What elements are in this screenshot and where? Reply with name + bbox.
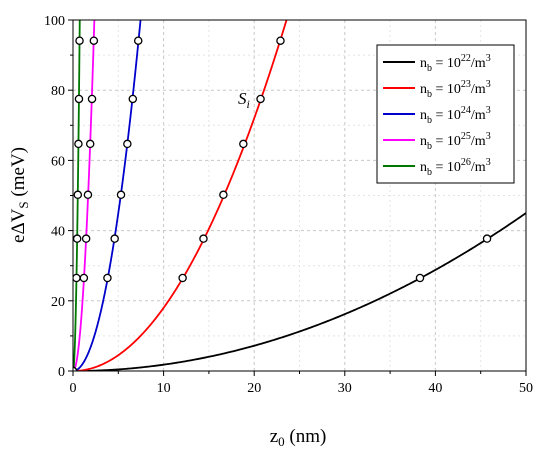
- legend-label: nb = 1024/m3: [420, 105, 491, 126]
- data-point-series-2: [276, 36, 285, 45]
- gridlines: [72, 19, 527, 372]
- curve-annotation: Si: [238, 89, 250, 111]
- legend-label: nb = 1023/m3: [420, 79, 491, 100]
- legend-label: nb = 1025/m3: [420, 131, 491, 152]
- data-point-series-5: [74, 94, 84, 104]
- y-tick-label: 60: [51, 154, 65, 169]
- data-point-series-2: [239, 139, 248, 149]
- series-line-2: [73, 20, 288, 371]
- data-point-series-3: [116, 190, 126, 200]
- data-point-series-4: [87, 94, 97, 104]
- y-axis-title: eΔVS (meV): [8, 147, 31, 243]
- data-point-series-1: [482, 234, 492, 243]
- data-point-series-2: [256, 94, 265, 104]
- data-point-series-2: [219, 190, 228, 200]
- y-tick-label: 20: [51, 295, 65, 310]
- y-tick-label: 100: [44, 14, 65, 29]
- data-point-series-5: [73, 234, 82, 243]
- legend: nb = 1022/m3 nb = 1023/m3 nb = 1024/m3 nb =…: [376, 44, 515, 184]
- data-point-series-2: [178, 273, 187, 283]
- data-point-series-3: [123, 139, 132, 149]
- data-point-series-5: [75, 36, 84, 45]
- data-point-series-4: [79, 273, 89, 283]
- data-point-series-5: [73, 273, 81, 283]
- y-tick-label: 80: [51, 84, 65, 99]
- axes: 0 10 20 30 40 50 0 20 40 60 80 100: [44, 14, 533, 396]
- data-point-series-4: [89, 36, 99, 45]
- x-tick-label: 0: [70, 381, 77, 396]
- x-tick-label: 40: [428, 381, 442, 396]
- y-tick-label: 40: [51, 225, 65, 240]
- legend-label: nb = 1022/m3: [420, 53, 491, 74]
- data-point-series-5: [74, 139, 83, 149]
- x-tick-label: 20: [247, 381, 261, 396]
- x-axis-title: z0 (nm): [270, 426, 327, 449]
- data-point-series-2: [199, 234, 208, 243]
- legend-label: nb = 1026/m3: [420, 157, 491, 178]
- series-line-3: [73, 20, 142, 371]
- data-point-series-3: [110, 234, 119, 243]
- x-tick-label: 30: [338, 381, 352, 396]
- data-point-series-5: [73, 190, 83, 200]
- data-point-series-3: [133, 36, 143, 45]
- data-point-series-4: [85, 139, 95, 149]
- series-line-5: [73, 20, 81, 371]
- data-point-series-1: [415, 273, 425, 283]
- data-point-series-3: [103, 273, 112, 283]
- series-line-1: [73, 212, 526, 371]
- x-tick-label: 10: [157, 381, 171, 396]
- y-tick-label: 0: [58, 365, 65, 380]
- x-tick-label: 50: [519, 381, 533, 396]
- data-point-series-4: [81, 234, 91, 243]
- data-point-series-4: [83, 190, 93, 200]
- data-point-series-3: [128, 94, 138, 104]
